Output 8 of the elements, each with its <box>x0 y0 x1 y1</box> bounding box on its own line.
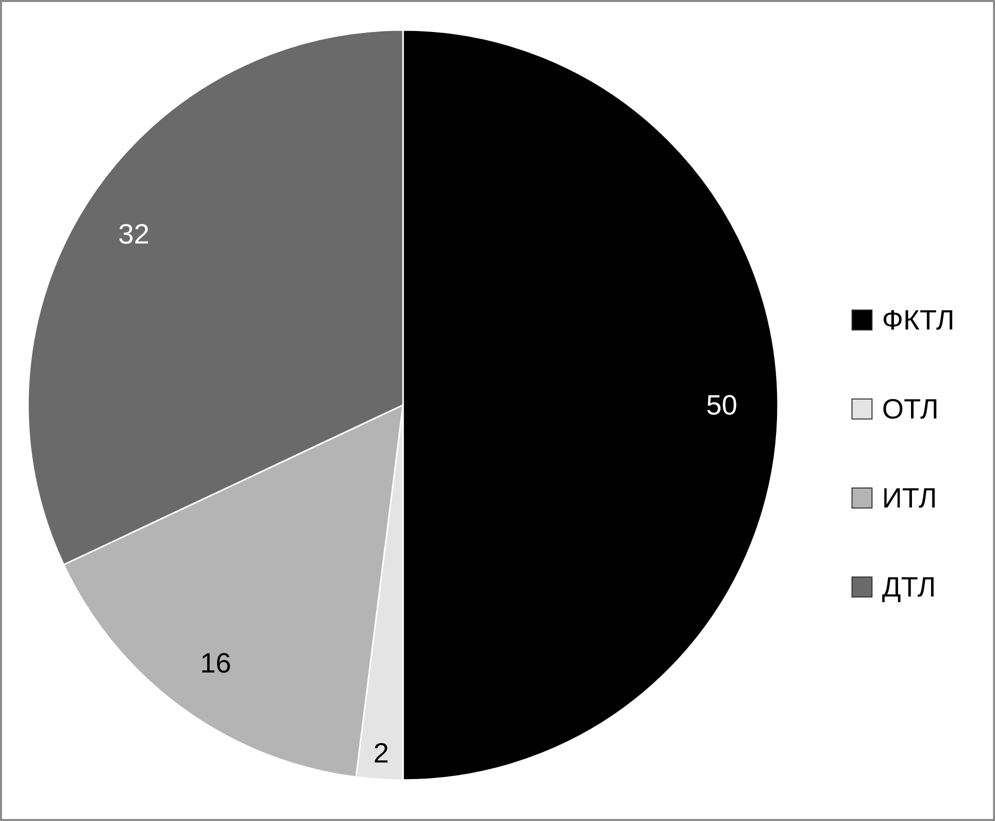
legend-label: ФКТЛ <box>882 304 954 336</box>
data-label: 32 <box>118 218 150 250</box>
data-label: 16 <box>200 647 232 678</box>
data-label: 2 <box>373 738 389 769</box>
legend-label: ДТЛ <box>882 572 936 602</box>
data-label: 50 <box>706 390 738 420</box>
legend-label: ИТЛ <box>882 482 937 514</box>
legend-label: ОТЛ <box>882 394 939 424</box>
